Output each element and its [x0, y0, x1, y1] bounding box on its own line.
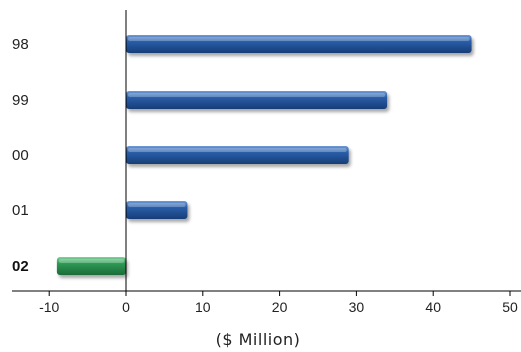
- x-tick-labels: -10 0 10 20 30 40 50: [39, 299, 518, 315]
- bar-sheen: [128, 37, 470, 41]
- bar-sheen: [58, 259, 124, 263]
- bar-99: [126, 91, 388, 109]
- x-tick-label: 20: [272, 299, 288, 315]
- x-tick-label: 40: [425, 299, 441, 315]
- x-tick-label: -10: [39, 299, 59, 315]
- bar-sheen: [128, 148, 347, 152]
- category-label-99: 99: [12, 92, 29, 109]
- category-labels: 98 99 00 01 02: [12, 36, 29, 275]
- bar-00: [126, 146, 349, 164]
- bar-rect: [126, 35, 472, 53]
- category-label-02: 02: [12, 258, 29, 275]
- bar-rect: [126, 146, 349, 164]
- axes: [12, 10, 521, 296]
- bar-sheen: [128, 203, 186, 207]
- category-label-01: 01: [12, 202, 29, 219]
- x-tick-label: 10: [195, 299, 211, 315]
- x-tick-label: 30: [349, 299, 365, 315]
- category-label-00: 00: [12, 147, 29, 164]
- x-tick-label: 0: [122, 299, 130, 315]
- category-label-98: 98: [12, 36, 29, 53]
- bar-98: [126, 35, 472, 53]
- bars: [56, 35, 472, 275]
- bar-02: [56, 257, 126, 275]
- x-axis-title: ($ Million): [216, 330, 301, 349]
- x-tick-label: 50: [502, 299, 518, 315]
- bar-rect: [56, 257, 126, 275]
- bar-01: [126, 201, 188, 219]
- bar-rect: [126, 201, 188, 219]
- bar-rect: [126, 91, 388, 109]
- bar-sheen: [128, 93, 386, 97]
